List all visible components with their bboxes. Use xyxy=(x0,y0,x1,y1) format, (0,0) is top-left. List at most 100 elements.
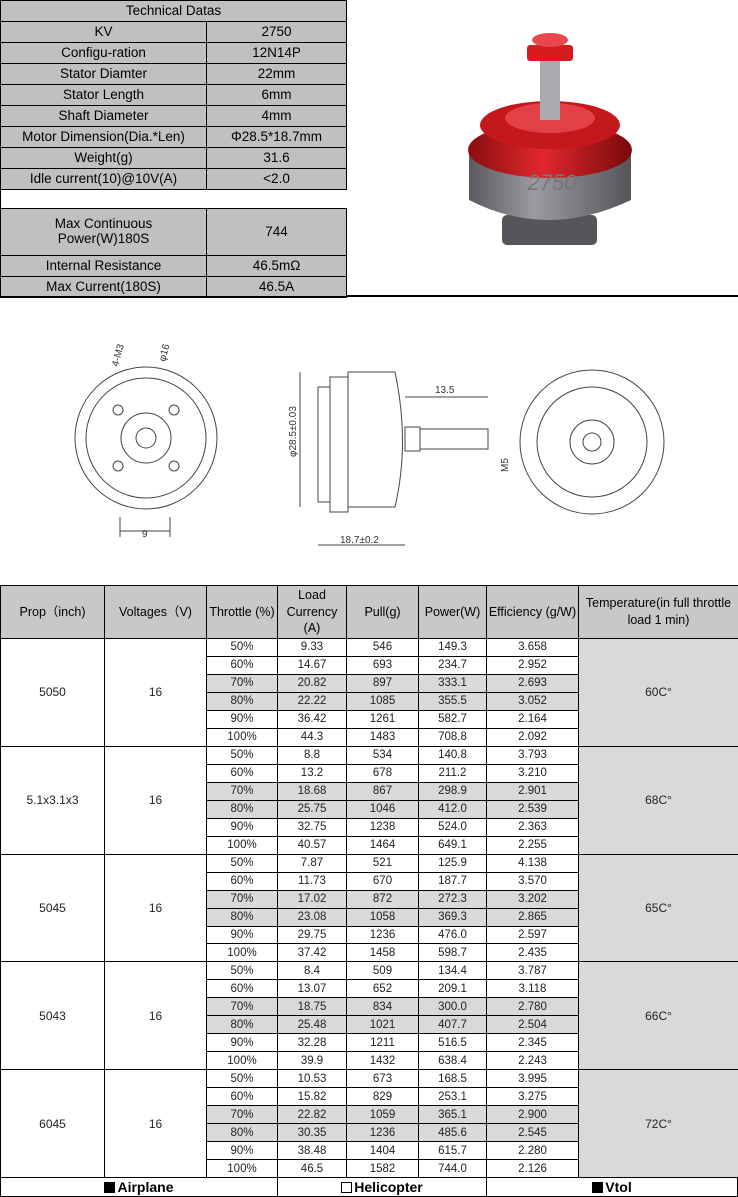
current-cell: 17.02 xyxy=(277,889,347,909)
circle-label: φ16 xyxy=(157,342,172,362)
pull-cell: 1058 xyxy=(346,907,419,927)
power-cell: 253.1 xyxy=(418,1087,487,1107)
current-cell: 25.48 xyxy=(277,1015,347,1035)
side-view-drawing xyxy=(299,371,489,546)
throttle-cell: 70% xyxy=(206,1105,278,1125)
table-row: 6045 16 50% 10.53 673 168.5 3.995 72C° xyxy=(0,1069,738,1179)
current-cell: 22.22 xyxy=(277,691,347,711)
table-row: 100% 40.57 1464 649.1 2.255 xyxy=(1,835,738,855)
checked-box-icon xyxy=(592,1181,604,1193)
current-cell: 8.4 xyxy=(277,961,347,981)
throttle-cell: 50% xyxy=(206,638,278,657)
power-cell: 524.0 xyxy=(418,817,487,837)
table-row: 100% 39.9 1432 638.4 2.243 xyxy=(1,1051,738,1071)
efficiency-cell: 2.255 xyxy=(486,835,579,855)
spec-value: 22mm xyxy=(206,63,347,85)
prop-cell: 6045 xyxy=(0,1069,105,1179)
pull-cell: 1085 xyxy=(346,691,419,711)
pull-cell: 1464 xyxy=(346,835,419,855)
spec-row: KV 2750 xyxy=(0,21,347,43)
spec-label: Stator Length xyxy=(0,84,207,106)
power-cell: 369.3 xyxy=(418,907,487,927)
table-row: 5045 16 50% 7.87 521 125.9 4.138 65C° xyxy=(0,853,738,963)
efficiency-cell: 2.539 xyxy=(486,799,579,819)
efficiency-cell: 3.658 xyxy=(486,638,579,657)
throttle-cell: 70% xyxy=(206,781,278,801)
column-header: Efficiency (g/W) xyxy=(486,585,579,639)
pull-cell: 1483 xyxy=(346,727,419,747)
spec-row: Stator Length 6mm xyxy=(0,84,347,106)
pull-cell: 1582 xyxy=(346,1159,419,1179)
throttle-cell: 80% xyxy=(206,799,278,819)
current-cell: 46.5 xyxy=(277,1159,347,1179)
power-cell: 209.1 xyxy=(418,979,487,999)
throttle-cell: 50% xyxy=(206,745,278,765)
voltage-cell: 16 xyxy=(104,961,207,1071)
pull-cell: 1021 xyxy=(346,1015,419,1035)
column-header: Power(W) xyxy=(418,585,487,639)
table-row: 5.1x3.1x3 16 50% 8.8 534 140.8 3.793 68C° xyxy=(0,745,738,855)
shaft-length-label: 13.5 xyxy=(435,385,455,396)
current-cell: 36.42 xyxy=(277,709,347,729)
voltage-cell: 16 xyxy=(104,745,207,855)
spec-label: KV xyxy=(0,21,207,43)
performance-table: Prop（inch) Voltages（V) Throttle (%) Load Cu… xyxy=(0,585,738,1179)
current-cell: 30.35 xyxy=(277,1123,347,1143)
current-cell: 22.82 xyxy=(277,1105,347,1125)
efficiency-cell: 2.092 xyxy=(486,727,579,747)
throttle-cell: 60% xyxy=(206,1087,278,1107)
length-label: 18.7±0.2 xyxy=(340,535,379,546)
spec-value: Φ28.5*18.7mm xyxy=(206,126,347,148)
pull-cell: 534 xyxy=(346,745,419,765)
voltage-cell: 16 xyxy=(104,853,207,963)
table-row: 80% 23.08 1058 369.3 2.865 xyxy=(1,907,738,927)
column-header: Voltages（V) xyxy=(104,585,207,639)
efficiency-cell: 3.793 xyxy=(486,745,579,765)
efficiency-cell: 2.435 xyxy=(486,943,579,963)
footer-label: Helicopter xyxy=(354,1179,423,1195)
spec-row: Shaft Diameter 4mm xyxy=(0,105,347,127)
power-cell: 211.2 xyxy=(418,763,487,783)
spec-row: Weight(g) 31.6 xyxy=(0,147,347,169)
spec-row: Max Continuous Power(W)180S 744 xyxy=(0,208,347,256)
checked-box-icon xyxy=(104,1181,116,1193)
table-row: 70% 18.68 867 298.9 2.901 xyxy=(1,781,738,801)
column-header: Load Currency (A) xyxy=(277,585,347,639)
current-cell: 18.75 xyxy=(277,997,347,1017)
throttle-cell: 50% xyxy=(206,961,278,981)
pull-cell: 834 xyxy=(346,997,419,1017)
throttle-cell: 80% xyxy=(206,691,278,711)
power-cell: 300.0 xyxy=(418,997,487,1017)
application-footer: Airplane Helicopter Vtol xyxy=(0,1177,738,1197)
temperature-cell: 72C° xyxy=(578,1069,738,1179)
power-cell: 234.7 xyxy=(418,655,487,675)
efficiency-cell: 2.597 xyxy=(486,925,579,945)
table-row: 60% 13.07 652 209.1 3.118 xyxy=(1,979,738,999)
current-cell: 10.53 xyxy=(277,1069,347,1089)
voltage-cell: 16 xyxy=(104,638,207,747)
throttle-cell: 100% xyxy=(206,727,278,747)
current-cell: 7.87 xyxy=(277,853,347,873)
power-cell: 708.8 xyxy=(418,727,487,747)
spec-value: <2.0 xyxy=(206,168,347,190)
current-cell: 14.67 xyxy=(277,655,347,675)
motor-photo: 2750 xyxy=(347,0,738,296)
power-cell: 598.7 xyxy=(418,943,487,963)
throttle-cell: 50% xyxy=(206,853,278,873)
pull-cell: 670 xyxy=(346,871,419,891)
spec-row: Internal Resistance 46.5mΩ xyxy=(0,255,347,277)
footer-label: Vtol xyxy=(605,1179,632,1195)
power-cell: 412.0 xyxy=(418,799,487,819)
pull-cell: 1046 xyxy=(346,799,419,819)
table-row: 90% 32.75 1238 524.0 2.363 xyxy=(1,817,738,837)
efficiency-cell: 2.901 xyxy=(486,781,579,801)
current-cell: 9.33 xyxy=(277,638,347,657)
column-header: Pull(g) xyxy=(346,585,419,639)
width-label: 9 xyxy=(142,529,148,540)
pull-cell: 652 xyxy=(346,979,419,999)
efficiency-cell: 2.952 xyxy=(486,655,579,675)
throttle-cell: 90% xyxy=(206,1141,278,1161)
temperature-cell: 60C° xyxy=(578,638,738,747)
efficiency-cell: 2.693 xyxy=(486,673,579,693)
throttle-cell: 90% xyxy=(206,709,278,729)
